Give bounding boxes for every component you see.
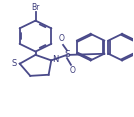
- Text: S: S: [11, 59, 16, 68]
- Text: O: O: [69, 66, 75, 75]
- Text: S: S: [64, 50, 70, 59]
- Text: N: N: [53, 55, 59, 64]
- Text: O: O: [59, 34, 65, 43]
- Text: Br: Br: [31, 3, 40, 12]
